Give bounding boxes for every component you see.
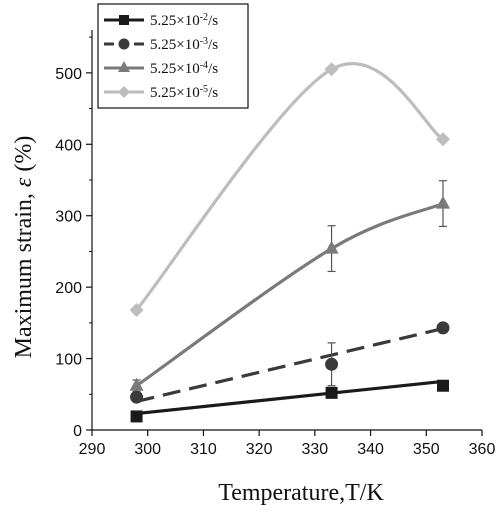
x-tick-label: 350: [413, 441, 440, 458]
y-tick-label: 200: [55, 280, 82, 297]
y-axis-title: Maximum strain, ε (%): [11, 136, 37, 359]
y-axis-title-prefix: Maximum strain,: [11, 187, 37, 358]
y-tick-label: 0: [73, 423, 82, 440]
y-axis-title-symbol: ε: [11, 177, 37, 187]
axes: 290 300 310 320 330 340 350 360 0 100 200 300 400 500: [55, 30, 495, 458]
x-tick-label: 310: [190, 441, 217, 458]
data-point-triangle: [324, 240, 339, 254]
x-tick-label: 300: [134, 441, 161, 458]
data-point-triangle: [436, 195, 450, 209]
data-point-triangle: [129, 377, 144, 391]
x-tick-label: 330: [302, 441, 329, 458]
legend-label: 5.25×10-5/s: [150, 84, 218, 102]
data-point-square: [119, 15, 129, 25]
data-point-circle: [118, 38, 130, 50]
legend-label: 5.25×10-3/s: [150, 36, 218, 54]
series-line: [136, 379, 444, 416]
x-tick-label: 320: [246, 441, 273, 458]
data-point-diamond: [129, 303, 144, 317]
series-line: [136, 327, 444, 403]
y-axis-title-suffix: (%): [11, 136, 37, 178]
plot-markers: [129, 62, 450, 423]
data-point-square: [130, 410, 143, 423]
plot-lines: [135, 62, 444, 416]
data-point-diamond: [436, 132, 450, 147]
y-tick-label: 100: [55, 352, 82, 369]
data-point-diamond: [118, 86, 130, 98]
data-point-circle: [436, 321, 450, 335]
data-point-triangle: [118, 61, 130, 72]
data-point-square: [437, 379, 449, 392]
y-tick-label: 400: [55, 137, 82, 154]
data-point-circle: [325, 357, 339, 371]
y-tick-label: 300: [55, 209, 82, 226]
legend-label: 5.25×10-4/s: [150, 60, 218, 78]
series-line: [135, 62, 444, 312]
x-axis-title: Temperature,T/K: [218, 480, 384, 506]
series-line: [135, 202, 444, 388]
x-tick-label: 290: [79, 441, 106, 458]
x-tick-label: 340: [357, 441, 384, 458]
y-tick-label: 500: [55, 66, 82, 83]
data-point-square: [325, 386, 338, 399]
data-point-circle: [130, 390, 144, 404]
x-tick-label: 360: [469, 441, 496, 458]
legend: 5.25×10-2/s 5.25×10-3/s 5.25×10-4/s 5.25×10…: [97, 3, 249, 109]
data-point-diamond: [324, 62, 339, 77]
legend-label: 5.25×10-2/s: [150, 12, 218, 30]
